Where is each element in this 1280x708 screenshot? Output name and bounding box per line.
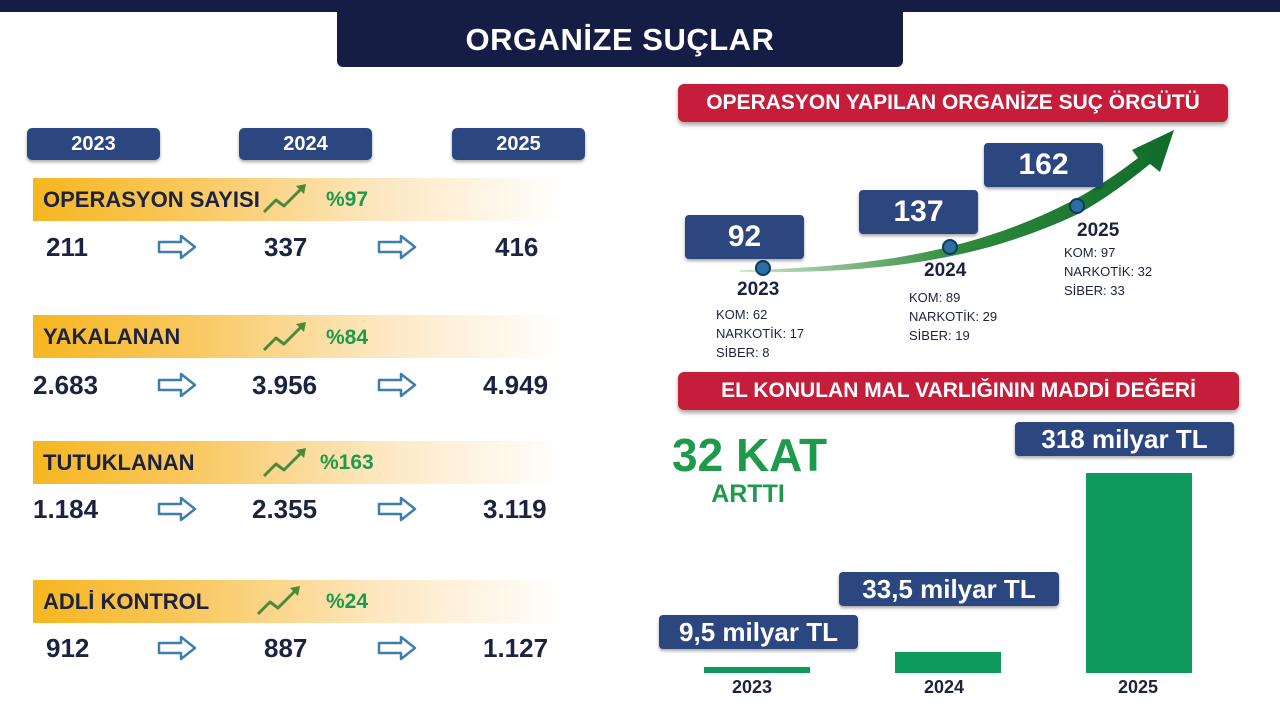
metric-change: %24: [326, 590, 369, 613]
year-header-2025: 2025: [452, 128, 585, 160]
point-2025: [1069, 198, 1085, 214]
metric-value-2024: 337: [264, 232, 308, 262]
assets-headline-sub: ARTTI: [711, 480, 785, 508]
asset-bar-2023: [704, 667, 810, 673]
operation-year-2025: 2025: [1077, 220, 1120, 241]
point-2023: [755, 260, 771, 276]
operation-year-2024: 2024: [924, 260, 967, 281]
asset-bar-2024: [895, 651, 1001, 673]
operations-header: OPERASYON YAPILAN ORGANİZE SUÇ ÖRGÜTÜ: [678, 84, 1228, 122]
asset-year-2023: 2023: [731, 677, 773, 697]
assets-bar-chart: [704, 473, 1192, 673]
metric-value-2023: 2.683: [33, 370, 99, 400]
detail-kom: KOM: 97: [1064, 245, 1116, 260]
asset-year-2024: 2024: [923, 677, 965, 697]
trend-up-icon: [256, 586, 300, 616]
detail-siber: SİBER: 33: [1064, 283, 1125, 298]
asset-value-2025: 318 milyar TL: [1015, 422, 1234, 456]
trend-up-icon: [262, 448, 306, 478]
right-arrow-icon: [377, 496, 417, 522]
right-arrow-icon: [157, 635, 197, 661]
right-arrow-icon: [377, 635, 417, 661]
metric-value-2024: 2.355: [252, 494, 318, 524]
page-title-box: ORGANİZE SUÇLAR: [337, 12, 903, 67]
operation-year-2023: 2023: [737, 279, 780, 300]
page-title: ORGANİZE SUÇLAR: [465, 21, 775, 57]
detail-kom: KOM: 62: [716, 307, 768, 322]
metric-value-2025: 3.119: [483, 494, 547, 524]
operation-details-2024: KOM: 89 NARKOTİK: 29 SİBER: 19: [909, 288, 997, 345]
metric-value-2023: 912: [46, 633, 90, 663]
metric-value-2023: 1.184: [33, 494, 99, 524]
metric-value-2023: 211: [46, 232, 88, 262]
detail-siber: SİBER: 8: [716, 345, 770, 360]
metric-value-2025: 1.127: [483, 633, 549, 663]
detail-narkotik: NARKOTİK: 17: [716, 326, 805, 341]
assets-header: EL KONULAN MAL VARLIĞININ MADDİ DEĞERİ: [678, 372, 1239, 410]
right-arrow-icon: [377, 234, 417, 260]
detail-narkotik: NARKOTİK: 29: [909, 309, 998, 324]
growth-curve-arrow: [740, 130, 1174, 276]
metric-label: ADLİ KONTROL: [43, 589, 210, 614]
year-header-2023: 2023: [27, 128, 160, 160]
right-arrow-icon: [377, 372, 417, 398]
asset-value-2024: 33,5 milyar TL: [839, 572, 1059, 606]
metric-change: %163: [320, 451, 374, 474]
trend-up-icon: [262, 184, 306, 214]
metric-band-tutuklanan: TUTUKLANAN: [33, 441, 563, 484]
top-bar: [0, 0, 1280, 12]
trend-up-icon: [262, 322, 306, 352]
right-arrow-icon: [157, 496, 197, 522]
operation-details-2023: KOM: 62 NARKOTİK: 17 SİBER: 8: [716, 305, 804, 362]
year-header-2024: 2024: [239, 128, 372, 160]
asset-value-2023: 9,5 milyar TL: [659, 615, 858, 649]
operation-value-2025: 162: [984, 143, 1103, 187]
detail-narkotik: NARKOTİK: 32: [1064, 264, 1153, 279]
asset-bar-2025: [1086, 473, 1192, 673]
metric-change: %97: [326, 188, 369, 211]
metric-label: TUTUKLANAN: [43, 450, 195, 475]
operation-value-2023: 92: [685, 215, 804, 259]
right-arrow-icon: [157, 372, 197, 398]
detail-kom: KOM: 89: [909, 290, 961, 305]
metric-value-2024: 3.956: [252, 370, 318, 400]
assets-headline: 32 KAT: [672, 429, 828, 481]
right-arrow-icon: [157, 234, 197, 260]
metric-band-yakalanan: YAKALANAN: [33, 315, 563, 358]
metric-change: %84: [326, 326, 369, 349]
metric-value-2025: 4.949: [483, 370, 549, 400]
operation-details-2025: KOM: 97 NARKOTİK: 32 SİBER: 33: [1064, 243, 1152, 300]
operation-value-2024: 137: [859, 190, 978, 234]
metric-label: OPERASYON SAYISI: [43, 187, 260, 212]
asset-year-2025: 2025: [1117, 677, 1159, 697]
metric-value-2025: 416: [495, 232, 539, 262]
metric-label: YAKALANAN: [43, 324, 181, 349]
metric-value-2024: 887: [264, 633, 308, 663]
detail-siber: SİBER: 19: [909, 328, 970, 343]
metric-band-operasyon: OPERASYON SAYISI: [33, 178, 563, 221]
point-2024: [942, 239, 958, 255]
